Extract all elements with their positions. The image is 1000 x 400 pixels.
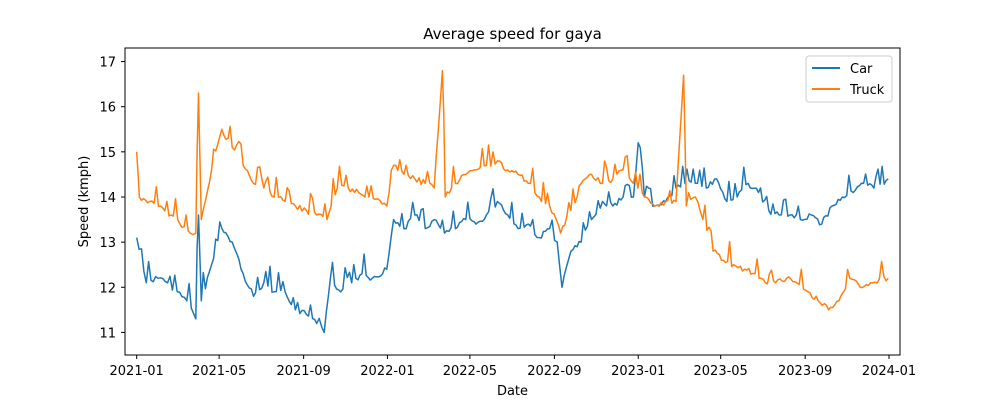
plot-frame — [124, 47, 901, 356]
plot-content — [135, 69, 889, 334]
y-axis: 11 12 13 14 15 16 17 — [99, 56, 125, 341]
y-tick-label: 16 — [99, 101, 116, 116]
x-tick-label: 2021-05 — [192, 364, 246, 379]
x-tick-label: 2022-01 — [360, 364, 414, 379]
series-line-car — [135, 142, 889, 334]
legend-label-car: Car — [850, 62, 873, 77]
x-tick-label: 2024-01 — [862, 364, 916, 379]
x-tick-label: 2021-09 — [276, 364, 330, 379]
y-tick-label: 13 — [99, 236, 116, 251]
y-tick-label: 17 — [99, 56, 116, 71]
x-axis-label: Date — [497, 384, 528, 399]
legend-label-truck: Truck — [849, 83, 885, 98]
x-tick-label: 2023-05 — [694, 364, 748, 379]
x-tick-label: 2022-05 — [443, 364, 497, 379]
x-tick-label: 2022-09 — [527, 364, 581, 379]
y-axis-label: Speed (kmph) — [77, 156, 92, 248]
legend: Car Truck — [805, 55, 893, 103]
x-tick-label: 2021-01 — [110, 364, 164, 379]
y-tick-label: 11 — [99, 326, 116, 341]
chart-title: Average speed for gaya — [423, 25, 602, 43]
series-line-truck — [135, 69, 889, 311]
x-tick-label: 2023-09 — [778, 364, 832, 379]
y-tick-label: 12 — [99, 281, 116, 296]
y-tick-label: 14 — [99, 191, 116, 206]
x-tick-label: 2023-01 — [611, 364, 665, 379]
y-tick-label: 15 — [99, 146, 116, 161]
x-axis: 2021-01 2021-05 2021-09 2022-01 2022-05 2022-… — [110, 355, 916, 379]
